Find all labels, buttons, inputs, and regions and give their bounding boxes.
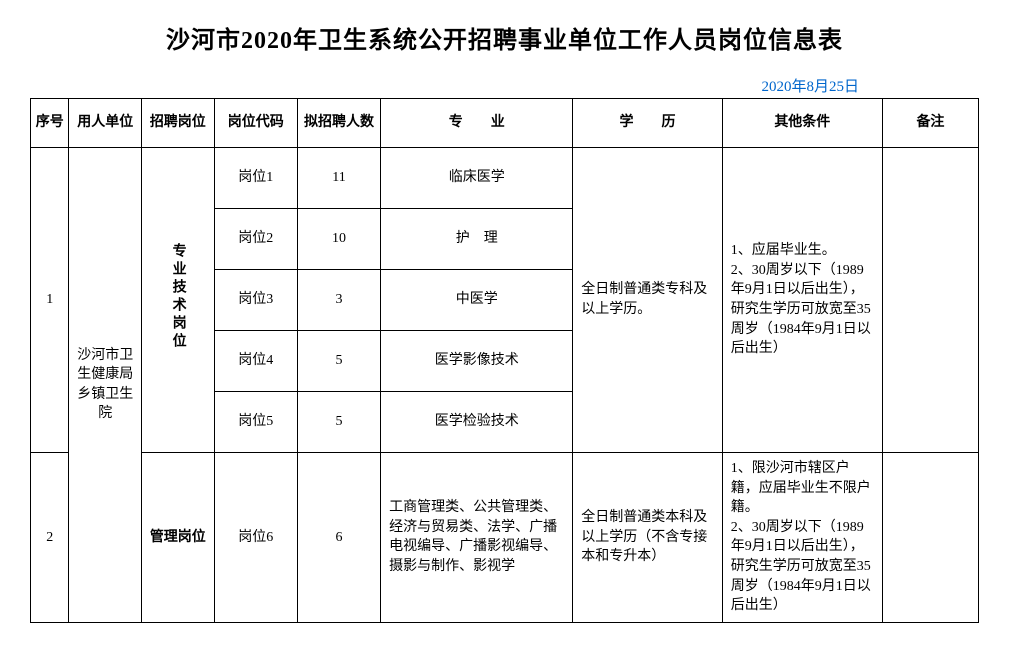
table-row: 2 管理岗位 岗位6 6 工商管理类、公共管理类、经济与贸易类、法学、广播电视编… (31, 453, 979, 623)
cell-code: 岗位1 (214, 148, 297, 209)
cell-code: 岗位5 (214, 392, 297, 453)
table-row: 1 沙河市卫生健康局乡镇卫生院 专业技术岗位 岗位1 11 临床医学 全日制普通… (31, 148, 979, 209)
cell-post-type: 专业技术岗位 (142, 148, 215, 453)
cell-post-type: 管理岗位 (142, 453, 215, 623)
cell-code: 岗位6 (214, 453, 297, 623)
cell-remark (882, 148, 978, 453)
header-major: 专 业 (381, 99, 573, 148)
cell-major: 医学检验技术 (381, 392, 573, 453)
page-title: 沙河市2020年卫生系统公开招聘事业单位工作人员岗位信息表 (30, 20, 979, 55)
header-remark: 备注 (882, 99, 978, 148)
cell-count: 6 (297, 453, 380, 623)
cell-major: 医学影像技术 (381, 331, 573, 392)
cell-count: 10 (297, 209, 380, 270)
cell-edu: 全日制普通类本科及以上学历（不含专接本和专升本） (573, 453, 722, 623)
cell-code: 岗位2 (214, 209, 297, 270)
cell-remark (882, 453, 978, 623)
cell-major: 工商管理类、公共管理类、经济与贸易类、法学、广播电视编导、广播影视编导、摄影与制… (381, 453, 573, 623)
cell-seq: 2 (31, 453, 69, 623)
cell-count: 3 (297, 270, 380, 331)
recruitment-table: 序号 用人单位 招聘岗位 岗位代码 拟招聘人数 专 业 学 历 其他条件 备注 … (30, 98, 979, 623)
cell-unit: 沙河市卫生健康局乡镇卫生院 (69, 148, 142, 623)
header-row: 序号 用人单位 招聘岗位 岗位代码 拟招聘人数 专 业 学 历 其他条件 备注 (31, 99, 979, 148)
cell-other: 1、限沙河市辖区户籍，应届毕业生不限户籍。2、30周岁以下（1989年9月1日以… (722, 453, 882, 623)
cell-major: 中医学 (381, 270, 573, 331)
cell-seq: 1 (31, 148, 69, 453)
header-other: 其他条件 (722, 99, 882, 148)
header-seq: 序号 (31, 99, 69, 148)
header-unit: 用人单位 (69, 99, 142, 148)
document-date: 2020年8月25日 (30, 75, 979, 96)
cell-major: 临床医学 (381, 148, 573, 209)
cell-other: 1、应届毕业生。2、30周岁以下（1989年9月1日以后出生），研究生学历可放宽… (722, 148, 882, 453)
cell-code: 岗位4 (214, 331, 297, 392)
header-post: 招聘岗位 (142, 99, 215, 148)
cell-count: 5 (297, 392, 380, 453)
post-type-label: 专业技术岗位 (168, 243, 188, 351)
cell-edu: 全日制普通类专科及以上学历。 (573, 148, 722, 453)
cell-count: 5 (297, 331, 380, 392)
cell-major: 护 理 (381, 209, 573, 270)
header-code: 岗位代码 (214, 99, 297, 148)
post-type-label: 管理岗位 (150, 530, 206, 545)
cell-count: 11 (297, 148, 380, 209)
cell-code: 岗位3 (214, 270, 297, 331)
header-edu: 学 历 (573, 99, 722, 148)
header-count: 拟招聘人数 (297, 99, 380, 148)
